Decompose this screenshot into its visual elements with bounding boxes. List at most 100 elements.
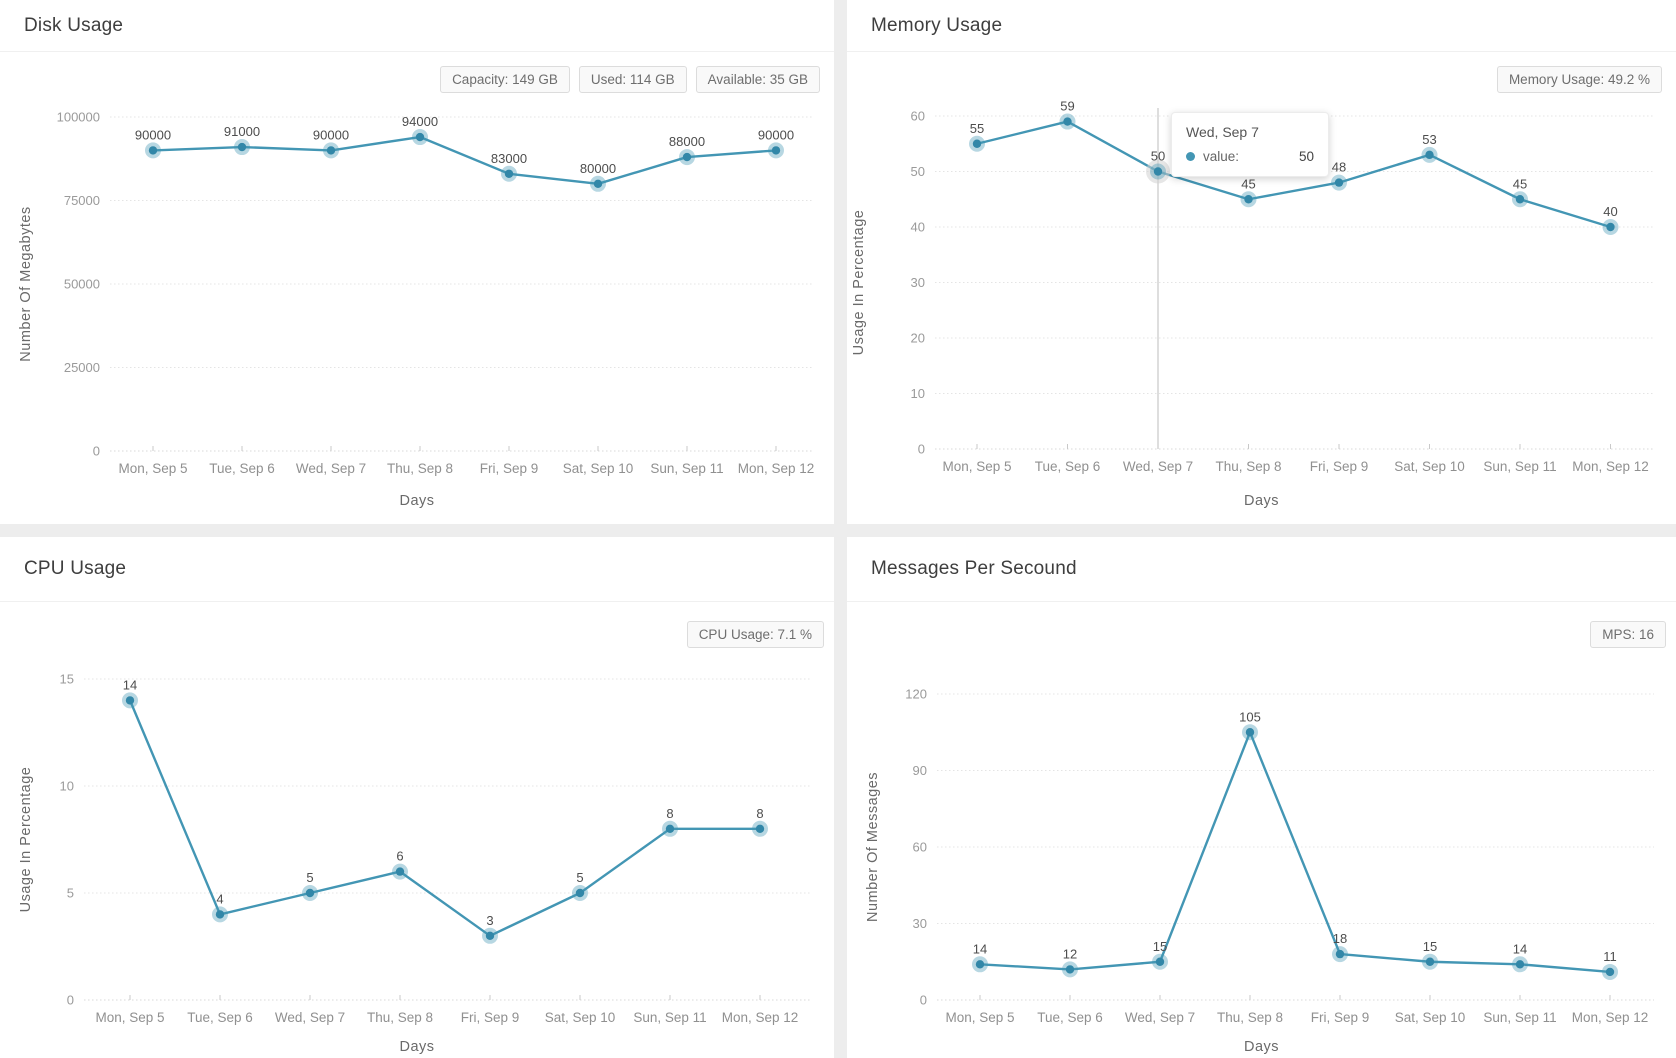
point-label: 18 xyxy=(1333,931,1347,946)
point-label: 59 xyxy=(1060,99,1074,114)
data-point[interactable] xyxy=(1244,195,1253,204)
memory-usage-chart[interactable]: 0 10 20 30 40 50 60 Mon, Sep 5 Tue, Sep 6 Wed, Se… xyxy=(847,0,1676,524)
data-point[interactable] xyxy=(237,142,247,152)
data-point[interactable] xyxy=(575,888,585,898)
panel-header: Memory Usage xyxy=(847,0,1676,52)
point-label: 90000 xyxy=(135,127,171,142)
data-point[interactable] xyxy=(305,888,315,898)
data-point[interactable] xyxy=(1065,965,1075,974)
point-label: 105 xyxy=(1239,709,1261,724)
x-tick-label: Mon, Sep 5 xyxy=(942,459,1011,474)
cpu-usage-chart[interactable]: 0 5 10 15 Mon, Sep 5 Tue, Sep 6 Wed, Sep 7 Thu,… xyxy=(0,537,834,1058)
x-tick-label: Tue, Sep 6 xyxy=(187,1010,253,1025)
y-axis-title: Number Of Messages xyxy=(865,772,881,922)
disk-usage-chart[interactable]: 0 25000 50000 75000 100000 Mon, Sep 5 Tue, Sep… xyxy=(0,0,834,524)
page-title: Messages Per Secound xyxy=(871,558,1077,579)
data-point[interactable] xyxy=(395,867,405,876)
x-tick-label: Thu, Sep 8 xyxy=(1215,459,1281,474)
x-tick-label: Sat, Sep 10 xyxy=(1395,1010,1466,1025)
data-point[interactable] xyxy=(125,696,135,705)
x-tick-label: Sat, Sep 10 xyxy=(563,461,634,476)
data-point[interactable] xyxy=(593,179,603,188)
data-point[interactable] xyxy=(1605,967,1615,977)
status-badge: CPU Usage: 7.1 % xyxy=(686,621,824,648)
panel-header: CPU Usage xyxy=(0,537,834,602)
data-point[interactable] xyxy=(504,169,514,178)
x-tick-label: Mon, Sep 5 xyxy=(945,1010,1014,1025)
point-label: 14 xyxy=(123,677,137,692)
panel-memory-usage: Memory Usage Memory Usage: 49.2 % 0 10 20 3… xyxy=(847,0,1676,524)
data-point[interactable] xyxy=(755,824,765,833)
x-tick-label: Fri, Sep 9 xyxy=(461,1010,520,1025)
x-tick-label: Tue, Sep 6 xyxy=(1037,1010,1103,1025)
status-badge: Used: 114 GB xyxy=(578,66,687,93)
data-point[interactable] xyxy=(326,146,336,155)
y-axis-title: Usage In Percentage xyxy=(851,210,867,356)
point-label: 15 xyxy=(1423,939,1437,954)
y-tick-label: 50 xyxy=(911,164,925,179)
x-tick-label: Fri, Sep 9 xyxy=(1311,1010,1370,1025)
y-tick-label: 30 xyxy=(911,275,925,290)
tooltip-row: value: 50 xyxy=(1186,149,1314,164)
point-label: 48 xyxy=(1332,160,1346,175)
data-point[interactable] xyxy=(1335,949,1345,959)
point-label: 55 xyxy=(970,121,984,136)
data-point[interactable] xyxy=(485,931,495,940)
x-axis-title: Days xyxy=(1244,1039,1279,1055)
data-point[interactable] xyxy=(771,146,781,155)
panel-header: Disk Usage xyxy=(0,0,834,52)
point-label: 12 xyxy=(1063,946,1077,961)
panel-disk-usage: Disk Usage Capacity: 149 GB Used: 114 GB A… xyxy=(0,0,834,524)
point-label: 15 xyxy=(1153,939,1167,954)
data-point[interactable] xyxy=(1425,957,1435,966)
y-axis-title: Usage In Percentage xyxy=(18,767,34,913)
x-tick-label: Sun, Sep 11 xyxy=(1483,1010,1556,1025)
point-label: 5 xyxy=(306,870,313,885)
data-point[interactable] xyxy=(1425,150,1434,160)
point-label: 45 xyxy=(1241,176,1255,191)
data-point[interactable] xyxy=(975,960,985,969)
data-point[interactable] xyxy=(148,146,158,155)
x-tick-label: Sun, Sep 11 xyxy=(1483,459,1556,474)
point-label: 94000 xyxy=(402,114,438,129)
series-line xyxy=(151,135,778,186)
messages-per-second-chart[interactable]: 0 30 60 90 120 Mon, Sep 5 Tue, Sep 6 Wed, Sep 7… xyxy=(847,537,1676,1058)
data-point[interactable] xyxy=(1515,195,1525,204)
y-tick-label: 20 xyxy=(911,331,925,346)
status-badge: MPS: 16 xyxy=(1590,621,1666,648)
y-tick-label: 15 xyxy=(60,672,74,687)
status-badge: Memory Usage: 49.2 % xyxy=(1496,66,1662,93)
data-point[interactable] xyxy=(972,139,982,148)
point-label: 88000 xyxy=(669,134,705,149)
series-line xyxy=(975,120,1612,229)
point-label: 40 xyxy=(1603,204,1617,219)
point-label: 90000 xyxy=(313,127,349,142)
y-tick-label: 90 xyxy=(913,763,927,778)
x-tick-label: Wed, Sep 7 xyxy=(1123,459,1193,474)
data-point[interactable] xyxy=(682,152,692,162)
data-point[interactable] xyxy=(1245,728,1255,737)
data-point[interactable] xyxy=(415,132,425,142)
panel-messages-per-second: Messages Per Secound MPS: 16 0 30 60 90 120 M… xyxy=(847,537,1676,1058)
point-label: 8 xyxy=(756,806,763,821)
data-point[interactable] xyxy=(1063,117,1072,126)
point-label: 80000 xyxy=(580,161,616,176)
panel-cpu-usage: CPU Usage CPU Usage: 7.1 % 0 5 10 15 Mon, Se… xyxy=(0,537,834,1058)
data-point[interactable] xyxy=(215,910,225,919)
data-point[interactable] xyxy=(1515,960,1525,969)
x-axis-title: Days xyxy=(399,1039,434,1055)
data-point[interactable] xyxy=(1606,222,1615,232)
badge-row: CPU Usage: 7.1 % xyxy=(686,621,824,648)
y-tick-label: 40 xyxy=(911,220,925,235)
y-tick-label: 0 xyxy=(918,442,925,457)
badge-row: Capacity: 149 GB Used: 114 GB Available: 3… xyxy=(440,66,820,93)
x-tick-label: Tue, Sep 6 xyxy=(209,461,275,476)
point-label: 3 xyxy=(486,913,493,928)
tooltip-value: 50 xyxy=(1298,149,1314,164)
data-point[interactable] xyxy=(1153,167,1163,176)
data-point[interactable] xyxy=(1334,178,1344,187)
data-point[interactable] xyxy=(1155,957,1165,966)
x-tick-label: Mon, Sep 5 xyxy=(118,461,187,476)
data-point[interactable] xyxy=(665,824,675,833)
